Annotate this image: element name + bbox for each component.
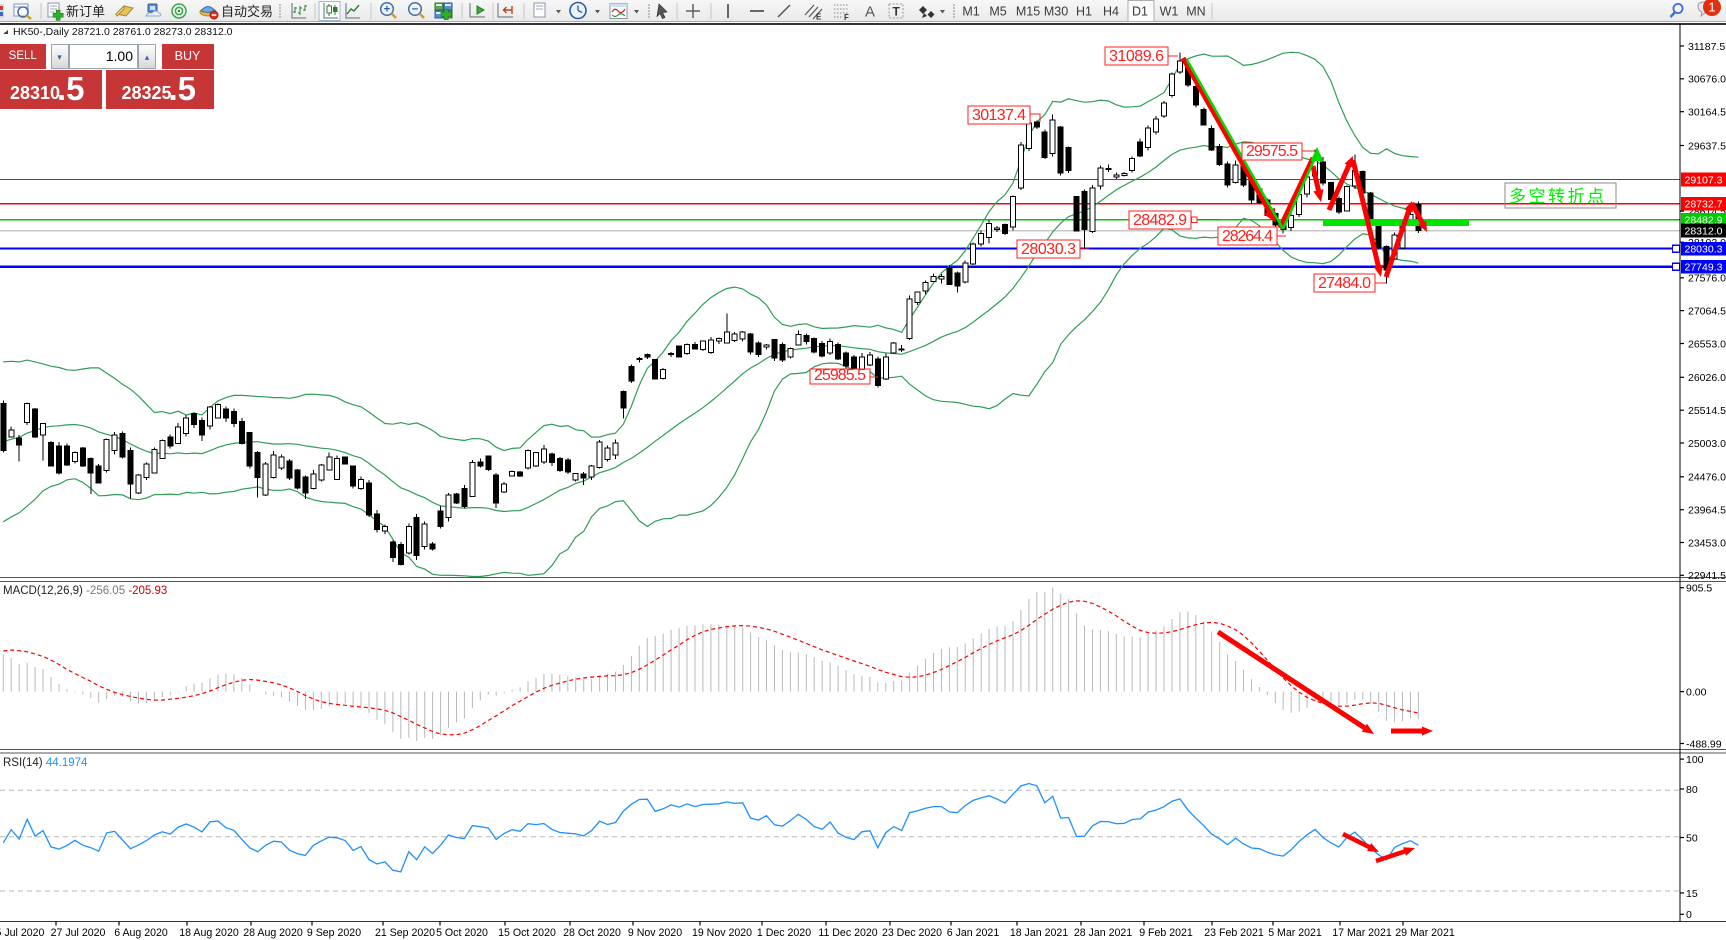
svg-text:6 Aug 2020: 6 Aug 2020: [114, 927, 168, 939]
svg-text:0: 0: [1686, 909, 1692, 921]
svg-text:MACD(12,26,9) -256.05 -205.93: MACD(12,26,9) -256.05 -205.93: [3, 585, 167, 597]
svg-text:T: T: [893, 5, 901, 19]
svg-text:24476.0: 24476.0: [1688, 472, 1726, 484]
svg-text:23 Feb 2021: 23 Feb 2021: [1204, 927, 1264, 939]
svg-text:M15: M15: [1016, 5, 1040, 19]
svg-text:D1: D1: [1132, 5, 1148, 19]
svg-text:27484.0: 27484.0: [1318, 275, 1371, 292]
svg-text:W1: W1: [1160, 5, 1179, 19]
svg-text:-488.99: -488.99: [1686, 738, 1722, 750]
svg-text:29637.5: 29637.5: [1688, 140, 1726, 152]
svg-text:5 Mar 2021: 5 Mar 2021: [1268, 927, 1322, 939]
svg-text:27576.0: 27576.0: [1688, 273, 1726, 285]
svg-text:15 Oct 2020: 15 Oct 2020: [498, 927, 556, 939]
svg-text:80: 80: [1686, 784, 1698, 796]
svg-text:30164.5: 30164.5: [1688, 107, 1726, 119]
svg-text:25985.5: 25985.5: [814, 367, 866, 384]
svg-text:HK50-,Daily 28721.0 28761.0 2: HK50-,Daily 28721.0 28761.0 28273.0 2831…: [13, 26, 233, 38]
svg-text:H1: H1: [1076, 5, 1092, 19]
svg-text:31187.5: 31187.5: [1688, 41, 1725, 53]
svg-text:A: A: [865, 4, 875, 21]
svg-text:30676.0: 30676.0: [1688, 74, 1726, 86]
svg-text:28312.0: 28312.0: [1685, 225, 1723, 237]
svg-text:18 Aug 2020: 18 Aug 2020: [179, 927, 239, 939]
svg-text:29107.3: 29107.3: [1685, 174, 1723, 186]
svg-text:30137.4: 30137.4: [972, 107, 1026, 124]
svg-text:905.5: 905.5: [1686, 583, 1712, 595]
svg-text:15: 15: [1686, 888, 1698, 900]
svg-text:31089.6: 31089.6: [1109, 48, 1164, 65]
svg-text:F: F: [844, 13, 849, 22]
svg-text:H4: H4: [1103, 5, 1119, 19]
svg-text:26553.0: 26553.0: [1688, 338, 1726, 350]
svg-text:27 Jul 2020: 27 Jul 2020: [51, 927, 106, 939]
svg-text:28 Jan 2021: 28 Jan 2021: [1074, 927, 1132, 939]
svg-text:26026.0: 26026.0: [1688, 372, 1726, 384]
svg-text:29 Mar 2021: 29 Mar 2021: [1395, 927, 1455, 939]
svg-text:18 Jan 2021: 18 Jan 2021: [1010, 927, 1068, 939]
svg-text:9 Sep 2020: 9 Sep 2020: [307, 927, 361, 939]
svg-text:1: 1: [1708, 0, 1715, 15]
svg-text:22941.5: 22941.5: [1688, 570, 1726, 582]
svg-text:15 Jul 2020: 15 Jul 2020: [0, 927, 44, 939]
svg-text:21 Sep 2020: 21 Sep 2020: [375, 927, 435, 939]
svg-text:28264.4: 28264.4: [1222, 228, 1273, 245]
svg-text:25514.5: 25514.5: [1688, 405, 1726, 417]
svg-text:23 Dec 2020: 23 Dec 2020: [882, 927, 942, 939]
svg-text:25003.0: 25003.0: [1688, 438, 1726, 450]
svg-text:5 Oct 2020: 5 Oct 2020: [436, 927, 488, 939]
svg-text:M1: M1: [962, 5, 979, 19]
svg-text:50: 50: [1686, 832, 1698, 844]
svg-text:28030.3: 28030.3: [1021, 241, 1076, 258]
svg-text:+: +: [384, 4, 390, 16]
svg-text:23964.5: 23964.5: [1688, 505, 1726, 517]
svg-text:−: −: [412, 4, 418, 16]
svg-text:100: 100: [1686, 754, 1704, 766]
svg-text:多空转折点: 多空转折点: [1509, 187, 1607, 206]
svg-text:MN: MN: [1186, 5, 1205, 19]
svg-text:自动交易: 自动交易: [221, 4, 273, 19]
svg-text:9 Nov 2020: 9 Nov 2020: [628, 927, 682, 939]
svg-text:E: E: [816, 13, 822, 22]
svg-text:29575.5: 29575.5: [1246, 143, 1298, 160]
svg-text:M30: M30: [1044, 5, 1068, 19]
svg-text:28732.7: 28732.7: [1685, 198, 1723, 210]
svg-text:28 Oct 2020: 28 Oct 2020: [563, 927, 621, 939]
svg-text:28030.3: 28030.3: [1685, 243, 1723, 255]
svg-text:28 Aug 2020: 28 Aug 2020: [243, 927, 303, 939]
svg-text:23453.0: 23453.0: [1688, 537, 1726, 549]
svg-text:0.00: 0.00: [1686, 686, 1707, 698]
svg-text:17 Mar 2021: 17 Mar 2021: [1332, 927, 1392, 939]
svg-text:27064.5: 27064.5: [1688, 305, 1726, 317]
svg-text:9 Feb 2021: 9 Feb 2021: [1139, 927, 1193, 939]
svg-text:M5: M5: [989, 5, 1006, 19]
svg-text:RSI(14) 44.1974: RSI(14) 44.1974: [3, 757, 88, 769]
svg-text:1 Dec 2020: 1 Dec 2020: [757, 927, 811, 939]
svg-text:28482.9: 28482.9: [1685, 214, 1723, 226]
svg-text:28482.9: 28482.9: [1133, 212, 1187, 229]
svg-text:新订单: 新订单: [66, 4, 105, 19]
svg-text:11 Dec 2020: 11 Dec 2020: [818, 927, 877, 939]
svg-text:6 Jan 2021: 6 Jan 2021: [947, 927, 1000, 939]
svg-text:27749.3: 27749.3: [1685, 262, 1723, 274]
svg-text:19 Nov 2020: 19 Nov 2020: [692, 927, 752, 939]
